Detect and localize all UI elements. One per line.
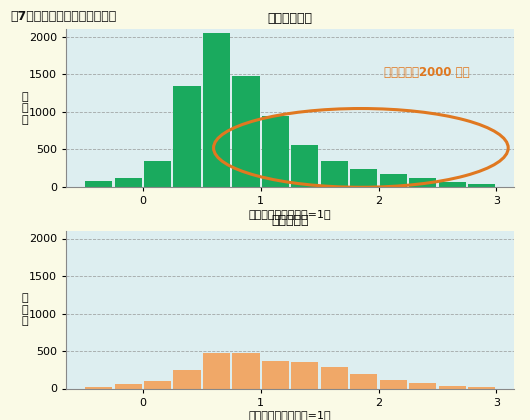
Bar [292, 145, 319, 187]
Bar [379, 380, 407, 389]
Bar [114, 384, 142, 388]
Bar [350, 169, 377, 187]
Bar [85, 181, 112, 187]
Bar [233, 76, 260, 187]
Bar [439, 386, 466, 388]
Bar [468, 387, 495, 388]
Bar [321, 367, 348, 389]
Bar [173, 370, 200, 389]
X-axis label: 全要素生産性（平均=1）: 全要素生産性（平均=1） [249, 410, 331, 420]
Bar [173, 86, 200, 187]
Bar [144, 381, 171, 388]
Bar [468, 184, 495, 187]
Bar [85, 387, 112, 388]
Title: 国内向け企業: 国内向け企業 [268, 13, 313, 26]
Bar [114, 178, 142, 187]
Bar [292, 362, 319, 388]
Bar [203, 353, 230, 388]
Bar [233, 352, 260, 388]
Bar [350, 373, 377, 388]
Bar [321, 161, 348, 187]
Text: 臥龍企業（2000 社）: 臥龍企業（2000 社） [384, 66, 470, 79]
Title: 国際化企業: 国際化企業 [271, 214, 309, 227]
Bar [379, 174, 407, 187]
Bar [262, 116, 289, 187]
Bar [262, 361, 289, 388]
Text: 図7　日本に多い「臥龍企業」: 図7 日本に多い「臥龍企業」 [11, 10, 117, 24]
Bar [439, 182, 466, 187]
X-axis label: 全要素生産性（平均=1）: 全要素生産性（平均=1） [249, 209, 331, 219]
Y-axis label: 企
業
数: 企 業 数 [22, 92, 28, 125]
Y-axis label: 企
業
数: 企 業 数 [22, 293, 28, 326]
Bar [409, 178, 436, 187]
Bar [409, 383, 436, 388]
Bar [144, 161, 171, 187]
Bar [203, 33, 230, 187]
